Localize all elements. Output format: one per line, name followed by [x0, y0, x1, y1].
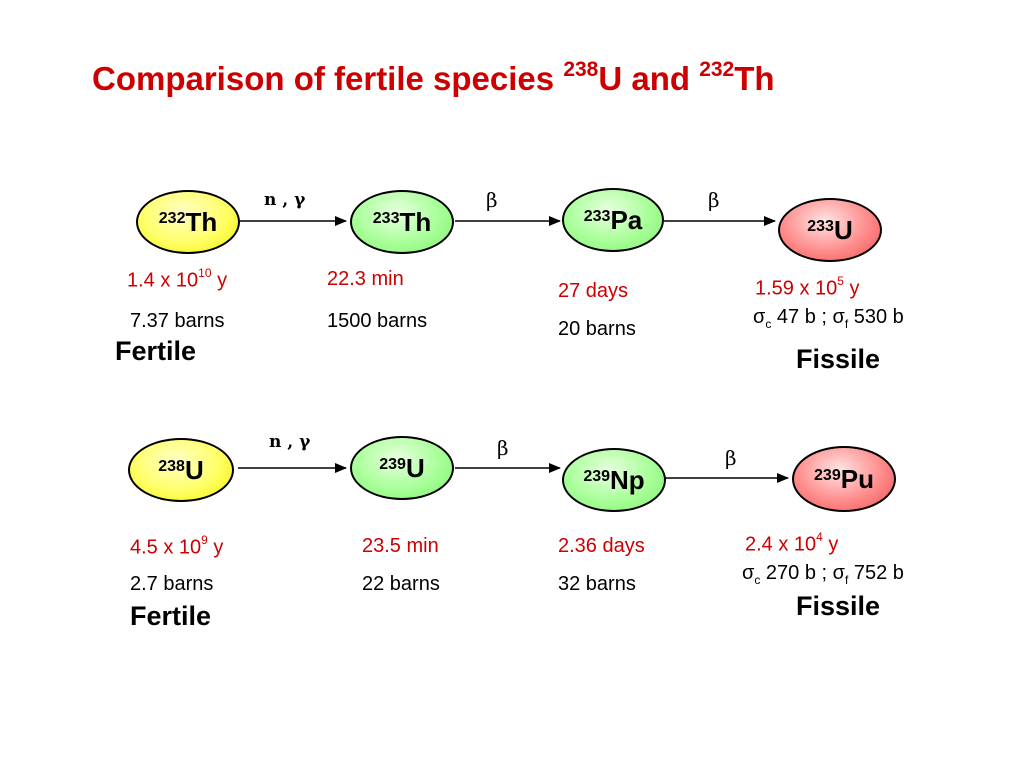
node-pa233: 233 Pa	[562, 188, 664, 252]
u-reaction-2: β	[497, 436, 509, 460]
np239-half-life: 2.36 days	[558, 535, 645, 557]
u-reaction-1: n , γ	[269, 432, 311, 452]
u233-cross-sections: σc 47 b ; σf 530 b	[753, 306, 904, 331]
th-reaction-1: n , γ	[264, 190, 306, 210]
pa233-cross-section: 20 barns	[558, 318, 636, 340]
slide-title: Comparison of fertile species 238U and 2…	[92, 58, 775, 97]
pa233-half-life: 27 days	[558, 280, 629, 302]
th-fertile-label: Fertile	[115, 336, 197, 366]
u238-half-life: 4.5 x 109 y	[130, 533, 224, 559]
th-reaction-3: β	[708, 188, 720, 212]
u239-cross-section: 22 barns	[362, 573, 440, 595]
pu239-cross-sections: σc 270 b ; σf 752 b	[742, 562, 904, 587]
th-fissile-label: Fissile	[796, 344, 881, 374]
node-u233: 233 U	[778, 198, 882, 262]
u-fissile-label: Fissile	[796, 591, 881, 621]
pu239-half-life: 2.4 x 104 y	[745, 530, 839, 556]
u239-half-life: 23.5 min	[362, 535, 439, 557]
node-th232: 232 Th	[136, 190, 240, 254]
node-u238: 238 U	[128, 438, 234, 502]
u233-half-life: 1.59 x 105 y	[755, 274, 860, 300]
node-np239: 239 Np	[562, 448, 666, 512]
u238-cross-section: 2.7 barns	[130, 573, 214, 595]
th233-half-life: 22.3 min	[327, 268, 404, 290]
th232-half-life: 1.4 x 1010 y	[127, 266, 228, 292]
np239-cross-section: 32 barns	[558, 573, 636, 595]
th233-cross-section: 1500 barns	[327, 310, 428, 332]
u-fertile-label: Fertile	[130, 601, 212, 631]
node-pu239: 239 Pu	[792, 446, 896, 512]
u-reaction-3: β	[725, 446, 737, 470]
node-u239: 239 U	[350, 436, 454, 500]
th232-cross-section: 7.37 barns	[130, 310, 225, 332]
node-th233: 233 Th	[350, 190, 454, 254]
th-reaction-2: β	[486, 188, 498, 212]
